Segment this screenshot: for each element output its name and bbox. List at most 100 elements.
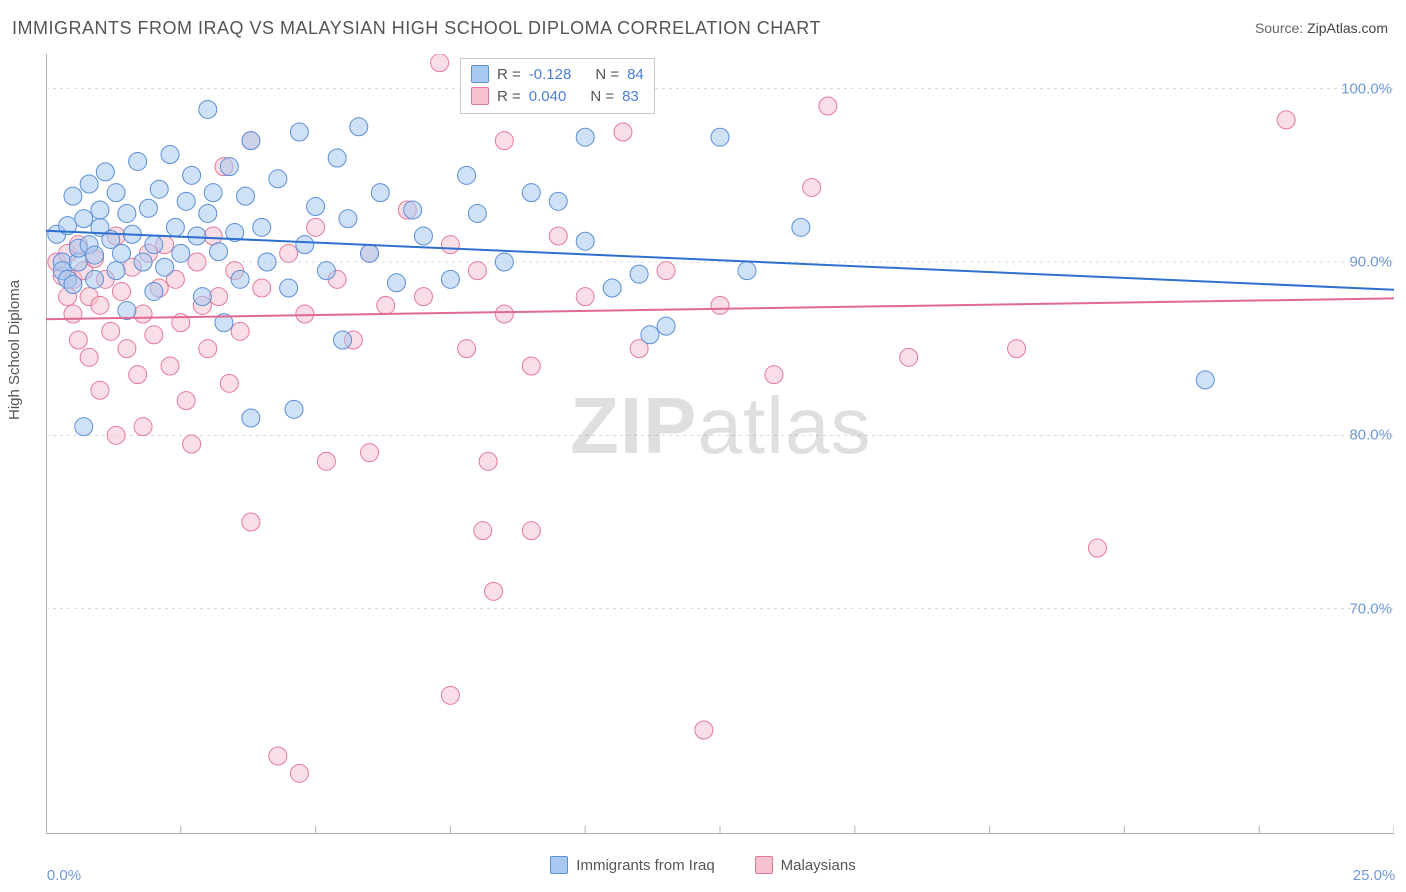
scatter-point bbox=[603, 279, 621, 297]
scatter-point bbox=[64, 187, 82, 205]
scatter-point bbox=[361, 444, 379, 462]
scatter-point bbox=[237, 187, 255, 205]
scatter-point bbox=[485, 582, 503, 600]
y-tick-label: 100.0% bbox=[1341, 80, 1392, 97]
scatter-point bbox=[86, 246, 104, 264]
scatter-point bbox=[738, 262, 756, 280]
scatter-point bbox=[183, 166, 201, 184]
scatter-point bbox=[307, 218, 325, 236]
scatter-point bbox=[112, 244, 130, 262]
chart-title: IMMIGRANTS FROM IRAQ VS MALAYSIAN HIGH S… bbox=[12, 18, 821, 39]
legend-swatch bbox=[471, 65, 489, 83]
scatter-point bbox=[377, 296, 395, 314]
scatter-point bbox=[172, 244, 190, 262]
scatter-point bbox=[307, 198, 325, 216]
scatter-point bbox=[657, 262, 675, 280]
scatter-point bbox=[183, 435, 201, 453]
scatter-point bbox=[220, 158, 238, 176]
scatter-point bbox=[199, 340, 217, 358]
scatter-point bbox=[91, 296, 109, 314]
scatter-point bbox=[269, 747, 287, 765]
legend-item: Immigrants from Iraq bbox=[550, 856, 714, 874]
scatter-point bbox=[253, 218, 271, 236]
scatter-point bbox=[210, 243, 228, 261]
scatter-point bbox=[107, 184, 125, 202]
legend-swatch bbox=[755, 856, 773, 874]
scatter-point bbox=[253, 279, 271, 297]
legend-item: Malaysians bbox=[755, 856, 856, 874]
scatter-point bbox=[134, 418, 152, 436]
scatter-point bbox=[150, 180, 168, 198]
scatter-point bbox=[129, 366, 147, 384]
scatter-point bbox=[188, 253, 206, 271]
scatter-point bbox=[495, 305, 513, 323]
scatter-point bbox=[317, 262, 335, 280]
scatter-point bbox=[139, 199, 157, 217]
scatter-point bbox=[107, 262, 125, 280]
scatter-point bbox=[193, 288, 211, 306]
scatter-point bbox=[280, 279, 298, 297]
scatter-point bbox=[803, 178, 821, 196]
scatter-point bbox=[231, 322, 249, 340]
source-label: Source: bbox=[1255, 20, 1307, 36]
scatter-point bbox=[441, 270, 459, 288]
scatter-point bbox=[285, 400, 303, 418]
scatter-point bbox=[479, 452, 497, 470]
scatter-point bbox=[414, 227, 432, 245]
plot-svg bbox=[46, 54, 1394, 834]
scatter-point bbox=[290, 123, 308, 141]
scatter-point bbox=[161, 357, 179, 375]
scatter-point bbox=[1196, 371, 1214, 389]
n-label: N = bbox=[590, 88, 614, 105]
r-value: -0.128 bbox=[529, 66, 572, 83]
scatter-point bbox=[102, 322, 120, 340]
scatter-point bbox=[1008, 340, 1026, 358]
scatter-point bbox=[495, 132, 513, 150]
scatter-point bbox=[334, 331, 352, 349]
scatter-point bbox=[64, 305, 82, 323]
scatter-point bbox=[80, 175, 98, 193]
scatter-point bbox=[576, 128, 594, 146]
scatter-point bbox=[145, 282, 163, 300]
scatter-point bbox=[339, 210, 357, 228]
scatter-point bbox=[792, 218, 810, 236]
scatter-point bbox=[414, 288, 432, 306]
scatter-point bbox=[156, 258, 174, 276]
n-value: 84 bbox=[627, 66, 644, 83]
legend-swatch bbox=[471, 87, 489, 105]
scatter-point bbox=[371, 184, 389, 202]
scatter-point bbox=[458, 340, 476, 358]
scatter-point bbox=[258, 253, 276, 271]
scatter-point bbox=[210, 288, 228, 306]
scatter-point bbox=[350, 118, 368, 136]
scatter-point bbox=[242, 132, 260, 150]
y-axis-label: High School Diploma bbox=[6, 280, 23, 420]
scatter-point bbox=[161, 146, 179, 164]
scatter-point bbox=[630, 265, 648, 283]
scatter-point bbox=[112, 282, 130, 300]
scatter-point bbox=[145, 236, 163, 254]
scatter-point bbox=[819, 97, 837, 115]
scatter-point bbox=[1277, 111, 1295, 129]
source-value: ZipAtlas.com bbox=[1307, 20, 1388, 36]
r-label: R = bbox=[497, 88, 521, 105]
scatter-point bbox=[296, 305, 314, 323]
scatter-point bbox=[495, 253, 513, 271]
scatter-point bbox=[118, 302, 136, 320]
scatter-point bbox=[91, 201, 109, 219]
scatter-point bbox=[458, 166, 476, 184]
y-tick-label: 90.0% bbox=[1349, 254, 1392, 271]
scatter-point bbox=[96, 163, 114, 181]
scatter-point bbox=[657, 317, 675, 335]
n-value: 83 bbox=[622, 88, 639, 105]
scatter-point bbox=[1088, 539, 1106, 557]
scatter-point bbox=[177, 392, 195, 410]
scatter-point bbox=[269, 170, 287, 188]
scatter-point bbox=[614, 123, 632, 141]
y-tick-label: 80.0% bbox=[1349, 427, 1392, 444]
scatter-point bbox=[134, 253, 152, 271]
scatter-point bbox=[231, 270, 249, 288]
scatter-point bbox=[765, 366, 783, 384]
scatter-point bbox=[86, 270, 104, 288]
scatter-point bbox=[64, 276, 82, 294]
